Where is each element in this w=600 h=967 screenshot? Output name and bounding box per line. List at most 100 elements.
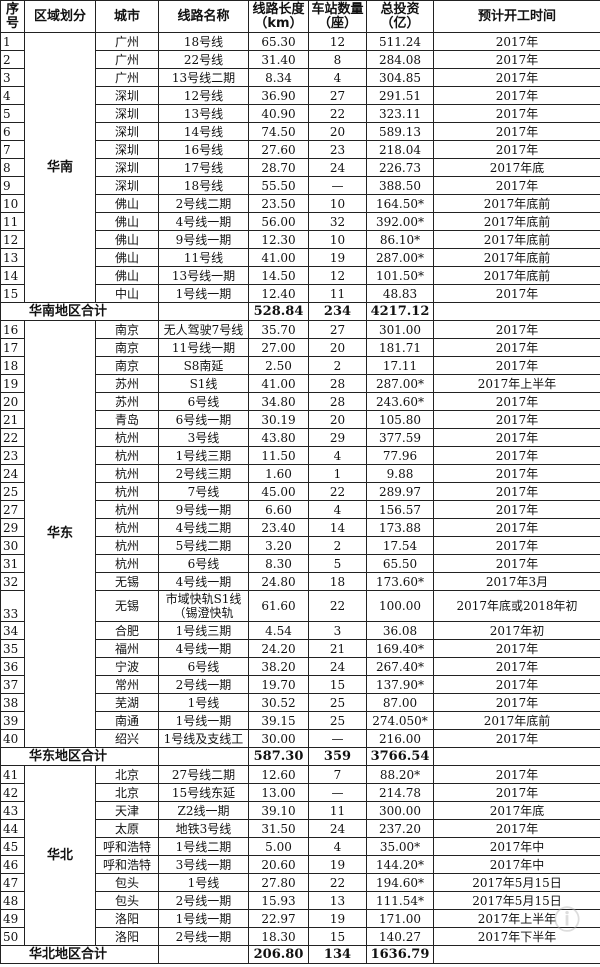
investment: 87.00 [366,693,434,712]
stations: 23 [308,140,367,159]
start-time: 2017年 [433,464,600,483]
row-index: 42 [0,783,25,802]
stations: 32 [308,212,367,231]
table-row: 42 北京 15号线东延 13.00—214.78 2017年 [0,783,600,802]
length: 1.60 [248,464,309,483]
table-row: 17 南京 11号线一期 27.00 20 181.71 2017年 [0,338,600,357]
row-index: 22 [0,428,25,447]
stations: 11 [308,801,367,820]
subtotal-stations: 134 [308,945,367,964]
row-index: 15 [0,284,25,303]
investment: 137.90* [366,675,434,694]
length: 31.40 [248,50,309,69]
city: 太原 [95,819,159,838]
row-index: 7 [0,140,25,159]
start-time: 2017年 [433,86,600,105]
city: 洛阳 [95,927,159,946]
stations: 1 [308,464,367,483]
investment: 101.50* [366,266,434,285]
subtotal-investment: 4217.12 [366,302,434,321]
start-time: 2017年 [433,729,600,748]
table-row: 41 华北 北京 27号线二期 12.60 7 88.20* 2017年 [0,765,600,946]
row-index: 3 [0,68,25,87]
header-start-time: 预计开工时间 [433,0,600,33]
stations: 4 [308,500,367,519]
investment: 388.50 [366,176,434,195]
region-name: 华北 [24,765,96,946]
length: 27.80 [248,873,309,892]
row-index: 14 [0,266,25,285]
table-row: 48 包头 2号线一期 15.93 13 111.54* 2017年5月15日 [0,891,600,910]
header-index: 序号 [0,0,25,33]
stations: 29 [308,428,367,447]
subtotal-label: 华东地区合计 [0,747,159,766]
stations: — [308,783,367,802]
stations: 19 [308,855,367,874]
subtotal-row: 华南地区合计 528.84 234 4217.12 [0,302,600,321]
stations: 24 [308,819,367,838]
line-name: 6号线 [158,554,249,573]
line-name: 1号线三期 [158,446,249,465]
city: 南京 [95,356,159,375]
stations: 4 [308,837,367,856]
header-region: 区域划分 [24,0,96,33]
stations: 10 [308,194,367,213]
investment: 304.85 [366,68,434,87]
start-time: 2017年底 [433,801,600,820]
table-row: 45 呼和浩特 1号线二期 5.00 4 35.00* 2017年中 [0,837,600,856]
length: 23.50 [248,194,309,213]
length: 31.50 [248,819,309,838]
line-name: 12号线 [158,86,249,105]
subtotal-empty [158,747,249,766]
row-index: 44 [0,819,25,838]
stations: 10 [308,230,367,249]
city: 深圳 [95,104,159,123]
start-time: 2017年 [433,675,600,694]
length: 39.15 [248,711,309,730]
subtotal-row: 华东地区合计 587.30 359 3766.54 [0,747,600,766]
table-row: 21 青岛 6号线一期 30.19 20 105.80 2017年 [0,410,600,429]
table-row: 1 华南 广州 18号线 65.30 12 511.24 2017年 [0,32,600,303]
start-time: 2017年 [433,122,600,141]
start-time: 2017年 [433,104,600,123]
table-row: 7 深圳 16号线 27.60 23 218.04 2017年 [0,140,600,159]
stations: 22 [308,873,367,892]
start-time: 2017年中 [433,837,600,856]
line-name: 18号线 [158,32,249,51]
start-time: 2017年 [433,410,600,429]
row-index: 34 [0,621,25,640]
investment: 323.11 [366,104,434,123]
table-row: 30 杭州 5号线二期 3.20 2 17.54 2017年 [0,536,600,555]
line-name: 1号线一期 [158,284,249,303]
row-index: 30 [0,536,25,555]
header-row: 序号 区域划分 城市 线路名称 线路长度（km） 车站数量（座） 总投资（亿） … [0,0,600,33]
start-time: 2017年 [433,693,600,712]
stations: 20 [308,410,367,429]
subtotal-empty [433,945,600,964]
stations: 8 [308,50,367,69]
city: 深圳 [95,176,159,195]
length: 41.00 [248,248,309,267]
header-length: 线路长度（km） [248,0,309,33]
investment: 111.54* [366,891,434,910]
stations: 25 [308,711,367,730]
length: 2.50 [248,356,309,375]
row-index: 39 [0,711,25,730]
table-row: 50 洛阳 2号线一期 18.30 15 140.27 2017年下半年 [0,927,600,946]
line-name: 14号线 [158,122,249,141]
row-index: 46 [0,855,25,874]
investment: 511.24 [366,32,434,51]
investment: 171.00 [366,909,434,928]
length: 34.80 [248,392,309,411]
length: 27.60 [248,140,309,159]
line-name: 3号线一期 [158,855,249,874]
length: 20.60 [248,855,309,874]
line-name: 2号线一期 [158,675,249,694]
investment: 65.50 [366,554,434,573]
length: 39.10 [248,801,309,820]
start-time: 2017年 [433,639,600,658]
table-row: 19 苏州 S1线 41.00 28 287.00* 2017年上半年 [0,374,600,393]
length: 6.60 [248,500,309,519]
city: 苏州 [95,374,159,393]
investment: 77.96 [366,446,434,465]
